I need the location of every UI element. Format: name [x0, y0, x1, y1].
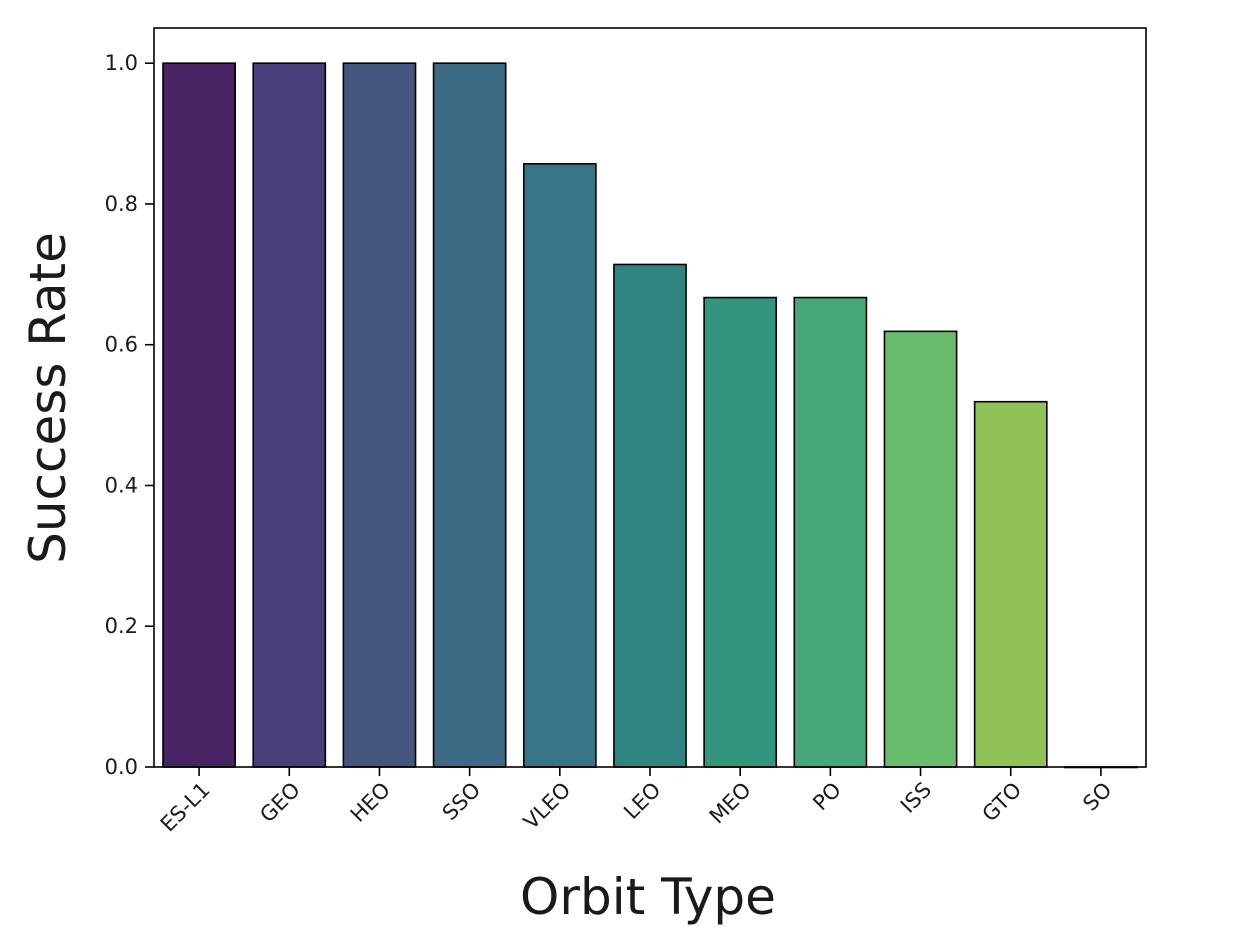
- x-tick-label: GEO: [255, 778, 305, 828]
- x-tick-label: HEO: [346, 778, 395, 827]
- x-tick-label: GTO: [978, 778, 1027, 827]
- bar-vleo: [522, 163, 597, 768]
- bars-layer: [162, 62, 1138, 769]
- bar-po: [793, 296, 868, 768]
- x-tick-label: LEO: [619, 778, 665, 824]
- bar-iss: [883, 330, 958, 768]
- bar-meo: [703, 296, 778, 768]
- y-tick-label: 0.6: [105, 333, 138, 357]
- y-tick-label: 0.2: [105, 614, 138, 638]
- bar-sso: [432, 62, 507, 768]
- bar-gto: [973, 400, 1048, 768]
- bar-heo: [342, 62, 417, 768]
- y-tick-label: 0.4: [105, 473, 138, 497]
- x-tick-label: SO: [1078, 778, 1116, 816]
- x-tick-label: SSO: [438, 778, 486, 826]
- y-axis: 0.0 0.2 0.4 0.6 0.8 1.0: [105, 51, 154, 779]
- y-axis-label: Success Rate: [19, 232, 77, 564]
- bar-leo: [613, 263, 687, 768]
- x-tick-label: PO: [808, 778, 846, 816]
- x-tick-label: VLEO: [519, 778, 575, 834]
- bar-es-l1: [162, 62, 236, 768]
- x-tick-label: ISS: [896, 778, 936, 818]
- y-tick-label: 1.0: [105, 51, 138, 75]
- y-tick-label: 0.0: [105, 755, 138, 779]
- x-axis-label: Orbit Type: [520, 868, 776, 926]
- x-tick-label: MEO: [705, 778, 756, 829]
- y-tick-label: 0.8: [105, 192, 138, 216]
- bar-geo: [252, 62, 327, 768]
- x-tick-label: ES-L1: [156, 778, 215, 837]
- x-axis: ES-L1 GEO HEO SSO VLEO LEO MEO PO ISS GTO SO: [156, 767, 1116, 837]
